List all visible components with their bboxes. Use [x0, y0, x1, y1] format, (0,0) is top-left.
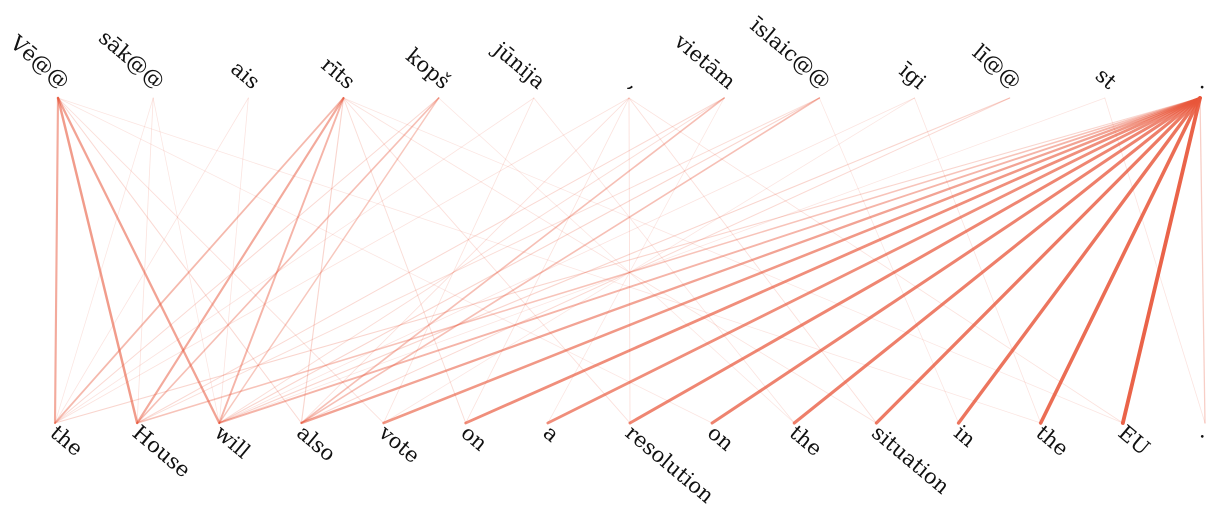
- alignment-edge: [54, 97, 535, 424]
- target-token: House: [128, 420, 195, 482]
- alignment-edge: [382, 96, 1202, 425]
- alignment-edge: [343, 97, 877, 424]
- alignment-edge: [300, 97, 345, 424]
- alignment-edge: [152, 97, 220, 424]
- alignment-edge: [628, 97, 877, 424]
- source-token: sāk@@: [94, 25, 169, 94]
- source-token: st: [1091, 63, 1122, 94]
- source-token: .: [1196, 71, 1208, 94]
- alignment-edge: [343, 97, 467, 424]
- alignment-edge: [956, 96, 1202, 425]
- target-token: situation: [867, 420, 954, 498]
- alignment-edge: [218, 97, 915, 424]
- target-token: on: [457, 420, 492, 455]
- alignment-edge: [57, 97, 713, 424]
- source-token: ais: [226, 56, 264, 94]
- alignment-edge: [54, 97, 154, 424]
- alignment-edge: [54, 97, 249, 424]
- alignment-edge: [533, 97, 795, 424]
- alignment-edge: [383, 97, 535, 424]
- alignment-edge: [136, 97, 725, 424]
- alignment-edge: [218, 97, 249, 424]
- target-token: the: [1032, 420, 1074, 461]
- alignment-edge: [57, 97, 1042, 424]
- alignment-edge: [218, 97, 440, 424]
- alignment-edge: [54, 97, 630, 424]
- alignment-edge: [874, 96, 1202, 425]
- source-token: Vē@@: [5, 30, 75, 94]
- alignment-edge: [218, 97, 1106, 424]
- target-token: a: [539, 420, 564, 446]
- alignment-edge: [628, 97, 631, 424]
- source-token-row: Vē@@ sāk@@ ais rīts kopš jūnija, vietām īslaic@…: [5, 12, 1208, 94]
- target-token: also: [292, 420, 340, 466]
- alignment-edge: [818, 97, 959, 424]
- alignment-edge: [300, 97, 630, 424]
- alignment-edge: [136, 97, 1201, 424]
- alignment-edge: [628, 96, 1202, 425]
- alignment-edge: [218, 97, 820, 424]
- source-token: kopš: [401, 44, 454, 94]
- alignment-edge: [54, 97, 345, 424]
- alignment-edge: [136, 96, 345, 425]
- alignment-edge: [57, 97, 385, 424]
- alignment-edge: [53, 96, 60, 425]
- target-token: .: [1196, 420, 1208, 443]
- alignment-edge: [464, 96, 1202, 425]
- alignment-edge: [218, 97, 1201, 424]
- source-token: īslaic@@: [745, 12, 836, 94]
- alignment-edge: [218, 97, 1011, 424]
- alignment-edge: [546, 96, 1202, 425]
- alignment-edge: [300, 97, 821, 424]
- alignment-edges: [53, 96, 1206, 425]
- alignment-edge: [56, 96, 221, 425]
- alignment-edge: [914, 97, 1042, 424]
- alignment-edge: [1120, 96, 1202, 425]
- target-token: vote: [374, 420, 425, 468]
- source-token: rīts: [317, 52, 360, 94]
- target-token: EU: [1114, 420, 1155, 460]
- alignment-edge: [218, 97, 345, 424]
- target-token: the: [46, 420, 88, 461]
- alignment-edge: [136, 97, 154, 424]
- source-token: lī@@: [968, 40, 1026, 94]
- alignment-edge: [1104, 97, 1206, 424]
- alignment-edge: [792, 96, 1202, 425]
- alignment-edge: [1038, 96, 1202, 425]
- alignment-edge: [56, 96, 139, 425]
- target-token: resolution: [621, 420, 719, 506]
- alignment-edge: [343, 97, 631, 424]
- source-token: jūnija: [487, 35, 550, 93]
- source-token: ,: [625, 71, 646, 94]
- target-token: will: [210, 420, 255, 463]
- alignment-edge: [218, 97, 725, 424]
- alignment-edge: [136, 97, 440, 424]
- alignment-edge: [343, 97, 1124, 424]
- alignment-edge: [54, 97, 440, 424]
- alignment-edge: [438, 97, 795, 424]
- alignment-edge: [383, 97, 915, 424]
- alignment-edge: [710, 96, 1202, 425]
- alignment-edge: [300, 96, 1202, 425]
- alignment-edge: [57, 97, 302, 424]
- alignment-edge: [465, 97, 630, 424]
- target-token: in: [949, 420, 980, 451]
- alignment-edge: [136, 97, 820, 424]
- source-token: īgi: [894, 58, 931, 94]
- alignment-edge: [1199, 97, 1206, 424]
- target-token: on: [703, 420, 738, 455]
- source-token: vietām: [669, 29, 740, 94]
- alignment-edge: [300, 97, 1011, 424]
- alignment-edge: [300, 97, 725, 424]
- target-token: the: [785, 420, 827, 461]
- alignment-edge: [547, 97, 725, 424]
- alignment-edge: [54, 97, 1201, 424]
- alignment-edge: [628, 97, 1124, 424]
